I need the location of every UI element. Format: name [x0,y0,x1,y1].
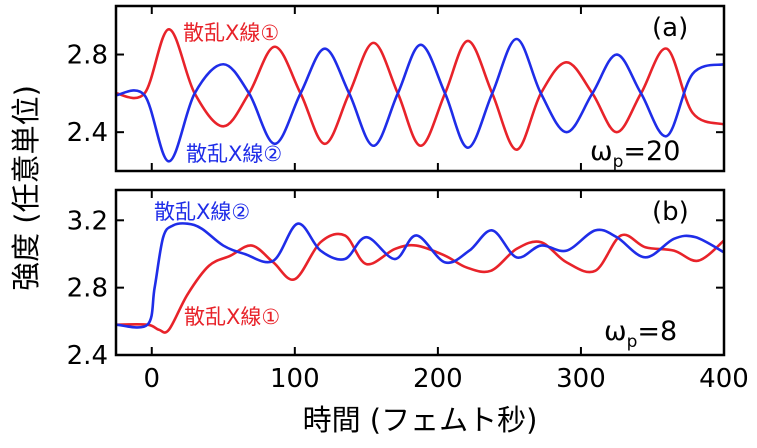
y-axis-title: 強度 (任意単位) [9,85,43,291]
panel-b-xtick-label-2: 200 [413,364,463,394]
panel-b-ticks: 0 100 200 300 400 2.4 2.8 3.2 [67,190,749,394]
panel-b-xtick-label-3: 300 [556,364,606,394]
panel-a: 2.4 2.8 (a) ωp=20 散乱X線① 散乱X線② [67,4,726,173]
panel-b-series-line-1 [115,232,725,334]
panel-a-ytick-label-0: 2.4 [67,118,108,148]
panel-b-series-line-2 [115,222,725,329]
panel-a-label: (a) [652,13,688,43]
panel-b: 0 100 200 300 400 2.4 2.8 3.2 (b) ωp=8 散乱X線② 散乱… [67,188,749,394]
panel-b-xtick-label-4: 400 [699,364,749,394]
panel-a-label-series-1: 散乱X線① [183,21,279,45]
panel-a-parameter: ωp=20 [590,136,680,172]
panel-b-xtick-label-0: 0 [143,364,160,394]
panel-a-frame [114,4,726,173]
panel-b-param-subscript: p [627,332,638,352]
panel-b-label-series-1: 散乱X線① [184,305,280,329]
panel-a-param-value: =20 [623,136,680,167]
panel-a-param-subscript: p [613,152,624,172]
panel-a-series-line-1 [115,27,725,151]
panel-a-ticks: 2.4 2.8 [67,6,725,171]
panel-b-xtick-label-1: 100 [270,364,320,394]
panel-a-label-series-2: 散乱X線② [186,142,282,166]
panel-a-ytick-label-1: 2.8 [67,41,108,71]
panel-b-ytick-label-1: 2.8 [67,274,108,304]
panel-a-param-symbol: ω [590,136,613,167]
panel-b-label: (b) [652,197,689,227]
panel-b-ytick-label-0: 2.4 [67,341,108,371]
panel-b-label-series-2: 散乱X線② [154,200,250,224]
panel-b-ytick-label-2: 3.2 [67,206,108,236]
panel-b-param-value: =8 [637,316,677,347]
x-axis-title: 時間 (フェムト秒) [303,403,538,437]
panel-a-series-line-2 [115,37,725,163]
panel-b-param-symbol: ω [604,316,627,347]
panel-b-series [115,222,725,334]
panel-a-series [115,27,725,163]
panel-b-parameter: ωp=8 [604,316,677,352]
panel-b-frame [114,188,726,357]
